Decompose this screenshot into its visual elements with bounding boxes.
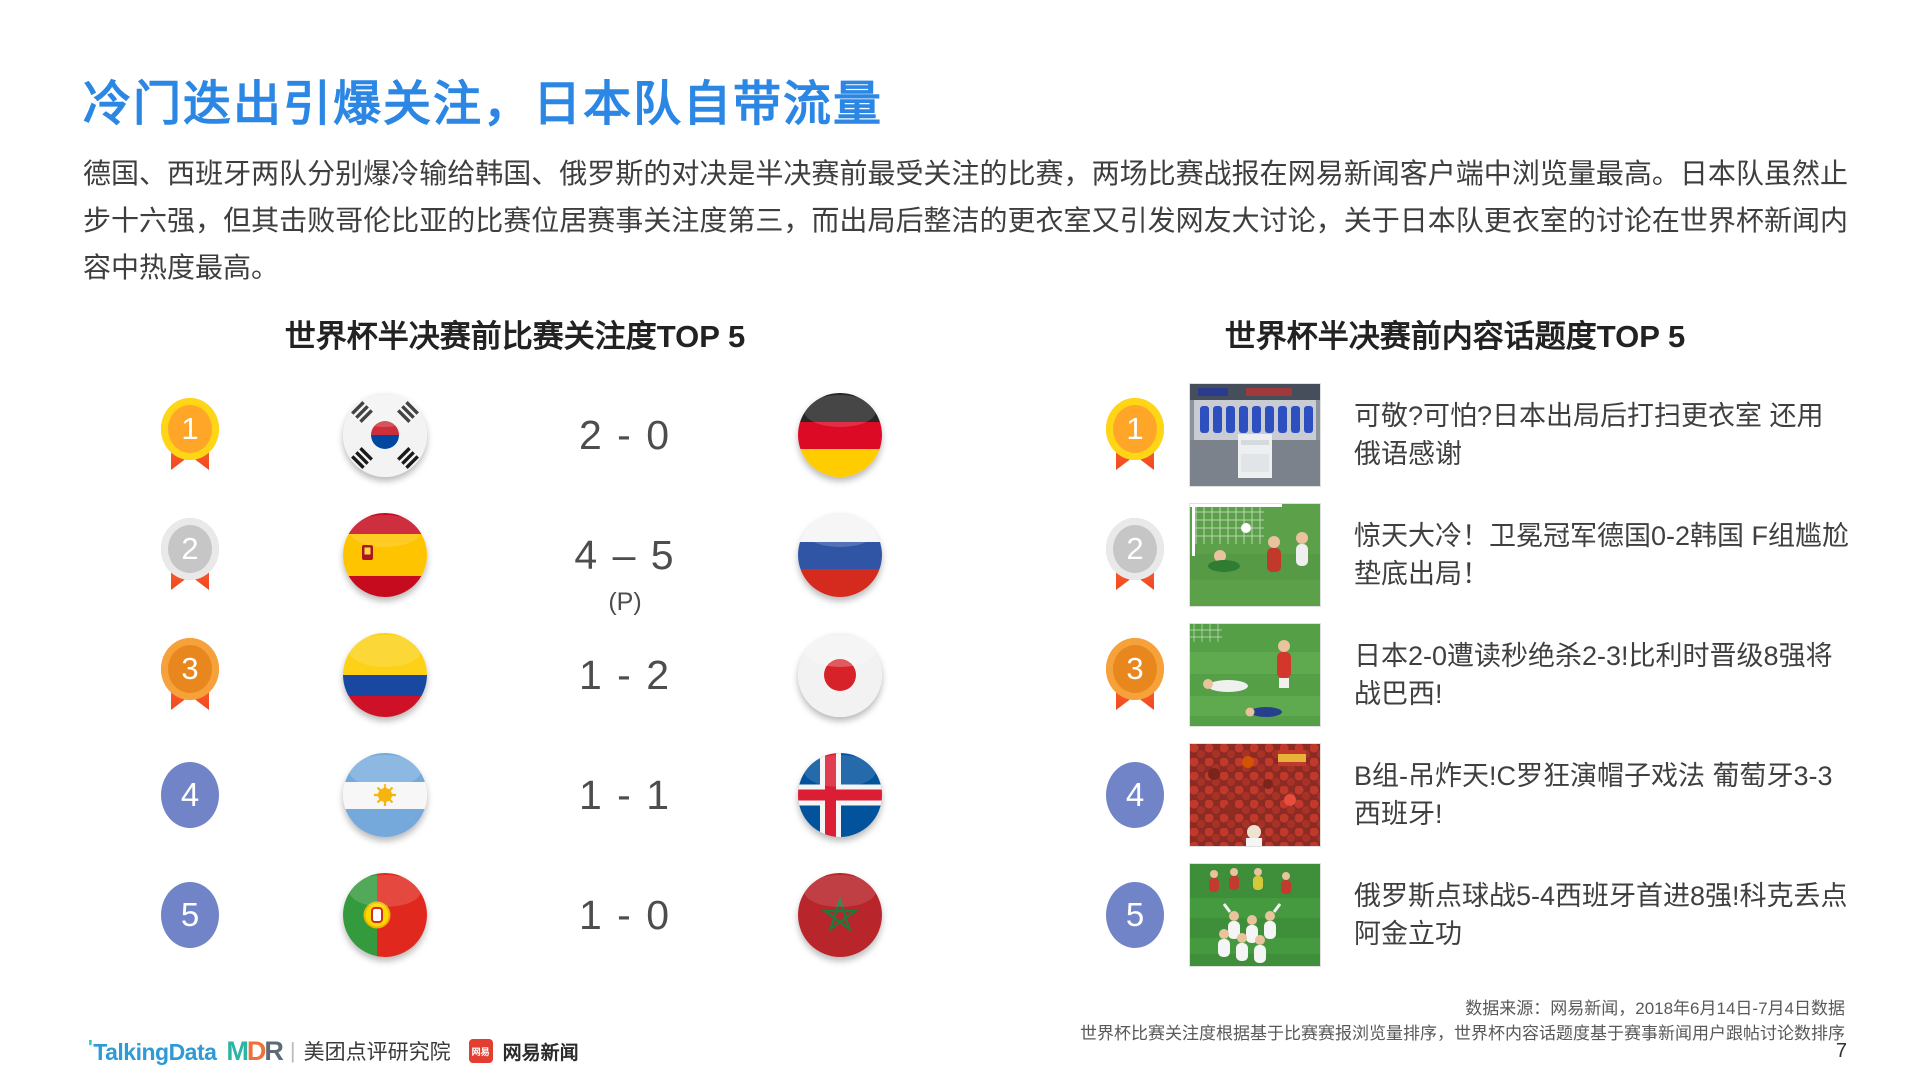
topic-row-5: 5 [1080,855,1850,975]
gold-medal-icon: 1 [1104,398,1166,472]
rank-number: 3 [161,638,219,700]
score-cell: 4 – 5 (P) [510,531,740,616]
topic-row-2: 2 [1080,495,1850,615]
rank-circle: 5 [1106,882,1164,948]
flag-iceland-icon [798,753,882,837]
match-row-1: 1 2 - 0 [120,375,940,495]
flag-spain-icon [343,513,427,597]
meituan-research-label: 美团点评研究院 [303,1041,451,1064]
flag-south-korea-icon [343,393,427,477]
match-row-4: 4 1 - 1 [120,735,940,855]
headline-text: 俄罗斯点球战5-4西班牙首进8强!科克丢点阿金立功 [1354,881,1848,949]
logo-divider: | [289,1038,296,1063]
talkingdata-logo: 'TalkingData [88,1036,217,1065]
score-cell: 1 - 2 [510,652,740,699]
data-source-line2: 世界杯比赛关注度根据基于比赛赛报浏览量排序，世界杯内容话题度基于赛事新闻用户跟帖… [1080,1024,1845,1043]
topic-row-3: 3 日本2-0遭读秒绝杀2-3!比利时晋级8强将战巴 [1080,615,1850,735]
score-text: 1 - 0 [578,891,672,938]
silver-medal-icon: 2 [159,518,221,592]
headline-text: B组-吊炸天!C罗狂演帽子戏法 葡萄牙3-3西班牙! [1354,761,1833,829]
flag-morocco-icon [798,873,882,957]
headline-text: 可敬?可怕?日本出局后打扫更衣室 还用俄语感谢 [1354,401,1824,469]
netease-news-label: 网易新闻 [502,1042,579,1064]
flag-colombia-icon [343,633,427,717]
score-text: 2 - 0 [578,411,672,458]
rank-circle: 4 [1106,762,1164,828]
match-row-2: 2 4 – 5 (P) [120,495,940,616]
thumbnail-players-down [1190,624,1320,726]
score-cell: 2 - 0 [510,412,740,459]
score-cell: 1 - 0 [510,892,740,939]
rank-number: 3 [1106,638,1164,700]
thumbnail-goal-scene [1190,504,1320,606]
bronze-medal-icon: 3 [1104,638,1166,712]
score-cell: 1 - 1 [510,772,740,819]
thumbnail-team-celebration [1190,864,1320,966]
rank-circle: 5 [161,882,219,948]
topic-ranking-title: 世界杯半决赛前内容话题度TOP 5 [1224,319,1686,354]
data-source-line1: 数据来源：网易新闻，2018年6月14日-7月4日数据 [1465,999,1845,1018]
topic-row-4: 4 [1080,735,1850,855]
gold-medal-icon: 1 [159,398,221,472]
flag-russia-icon [798,513,882,597]
topic-row-1: 1 可敬?可怕?日本出局后 [1080,375,1850,495]
score-text: 1 - 1 [578,771,672,818]
flag-portugal-icon [343,873,427,957]
headline-text: 日本2-0遭读秒绝杀2-3!比利时晋级8强将战巴西! [1354,641,1833,709]
rank-number: 1 [1106,398,1164,460]
body-paragraph: 德国、西班牙两队分别爆冷输给韩国、俄罗斯的对决是半决赛前最受关注的比赛，两场比赛… [83,158,1848,283]
talkingdata-tick-icon: ' [88,1036,93,1059]
thumbnail-locker-room [1190,384,1320,486]
footer-logos: 'TalkingData MDR | 美团点评研究院 网易 网易新闻 [88,1036,579,1066]
flag-germany-icon [798,393,882,477]
score-text: 1 - 2 [578,651,672,698]
mdr-logo: MDR [226,1035,283,1066]
score-note: (P) [608,587,642,616]
rank-number: 2 [1106,518,1164,580]
score-text: 4 – 5 [574,531,676,578]
match-row-3: 3 1 - 2 [120,615,940,735]
page-title: 冷门迭出引爆关注，日本队自带流量 [83,78,884,131]
rank-number: 2 [161,518,219,580]
netease-logo-icon: 网易 [468,1039,493,1063]
silver-medal-icon: 2 [1104,518,1166,592]
match-row-5: 5 1 - 0 [120,855,940,975]
match-ranking-title: 世界杯半决赛前比赛关注度TOP 5 [284,319,746,354]
rank-number: 1 [161,398,219,460]
flag-japan-icon [798,633,882,717]
bronze-medal-icon: 3 [159,638,221,712]
page-number: 7 [1835,1040,1847,1062]
flag-argentina-icon [343,753,427,837]
rank-circle: 4 [161,762,219,828]
thumbnail-red-fans-crowd [1190,744,1320,846]
headline-text: 惊天大冷！卫冕冠军德国0-2韩国 F组尴尬垫底出局！ [1354,521,1850,589]
